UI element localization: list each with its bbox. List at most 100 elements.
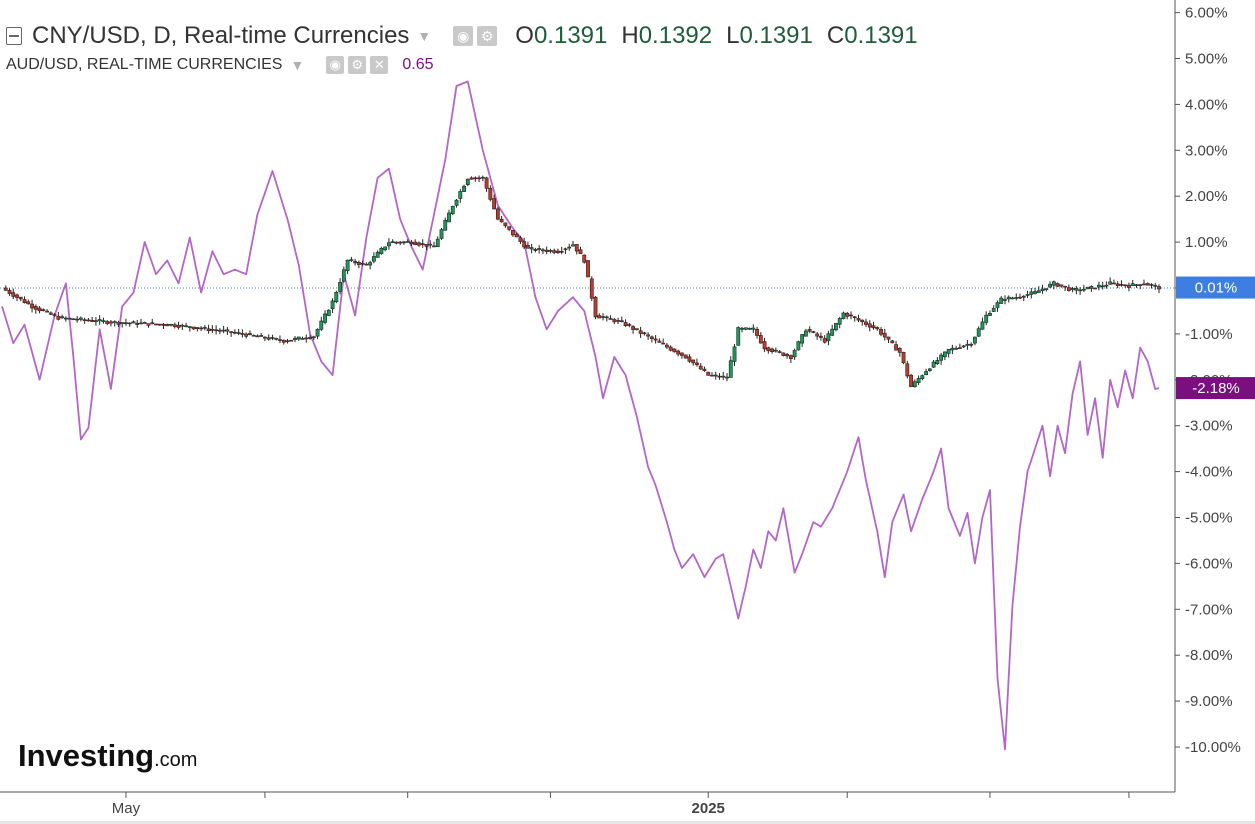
candle [815, 332, 820, 340]
candle [1096, 281, 1101, 291]
logo-main-text: Investing [18, 738, 155, 773]
candle [326, 309, 331, 317]
candle [330, 298, 335, 314]
candle-body [398, 241, 403, 244]
candle-body [578, 249, 583, 255]
y-tick-label: -9.00% [1185, 693, 1233, 710]
candle-body [349, 259, 354, 261]
candle [154, 323, 158, 326]
candle [1014, 293, 1019, 301]
candle-body [721, 375, 726, 378]
candle-body [1070, 288, 1075, 290]
candle-body [627, 324, 632, 326]
collapse-icon[interactable] [6, 27, 22, 45]
y-tick-label: 5.00% [1185, 51, 1228, 68]
candle-body [608, 318, 613, 320]
candle-body [465, 178, 470, 186]
candle [548, 248, 553, 254]
candle [1033, 287, 1037, 295]
open-value: 0.1391 [533, 22, 608, 49]
candle-body [379, 248, 384, 254]
candle-body [1051, 281, 1056, 286]
candle-body [698, 365, 703, 370]
chevron-down-icon[interactable]: ▼ [417, 28, 432, 44]
candle [608, 315, 613, 320]
candle-body [713, 374, 718, 377]
candle [435, 236, 440, 247]
candle-body [770, 348, 774, 352]
candle-body [807, 329, 812, 332]
candle-body [499, 218, 504, 223]
candle [901, 351, 906, 365]
chevron-down-icon[interactable]: ▼ [290, 57, 305, 73]
close-icon[interactable]: ✕ [370, 56, 389, 74]
candle-body [563, 248, 568, 251]
candle [1085, 286, 1090, 290]
main-series-title[interactable]: CNY/USD, D, Real-time Currencies [32, 22, 410, 49]
candle [995, 300, 1000, 312]
candle [698, 363, 703, 370]
candle-body [661, 342, 666, 345]
y-tick-label: -8.00% [1185, 647, 1233, 664]
candle [529, 243, 534, 254]
candle [383, 246, 388, 252]
candle [56, 311, 61, 321]
candle-body [375, 251, 380, 258]
candle-body [841, 312, 846, 320]
y-tick-label: -7.00% [1185, 601, 1233, 618]
candle [1100, 281, 1105, 290]
candle [349, 256, 354, 262]
close-value: 0.1391 [844, 22, 918, 49]
candle-body [529, 247, 534, 250]
candle [465, 178, 470, 187]
candle [920, 374, 925, 381]
eye-icon[interactable]: ◉ [453, 26, 474, 46]
candle-body [402, 241, 406, 244]
candle-body [409, 241, 414, 245]
gear-icon[interactable]: ⚙ [477, 26, 498, 46]
candle-body [687, 356, 692, 362]
candle-body [552, 250, 557, 253]
candle-body [882, 332, 887, 338]
candle [961, 345, 966, 349]
candle-body [1093, 287, 1098, 290]
candle [1123, 284, 1128, 288]
candle [533, 247, 538, 253]
candle [819, 332, 823, 341]
candle-body [1134, 284, 1139, 286]
candle-body [788, 355, 793, 359]
candle-body [695, 362, 699, 366]
candle-body [1138, 284, 1143, 286]
candle-body [954, 347, 959, 350]
candle [492, 194, 497, 210]
candle-body [244, 333, 249, 337]
candle-body [217, 329, 222, 332]
candle [1006, 295, 1011, 303]
compare-series-title[interactable]: AUD/USD, REAL-TIME CURRENCIES [6, 56, 283, 73]
candle-body [116, 322, 121, 325]
eye-icon[interactable]: ◉ [326, 56, 345, 74]
candle [988, 310, 992, 317]
candle [341, 266, 346, 283]
candle-body [206, 328, 211, 332]
candle [747, 327, 752, 330]
candle-body [927, 368, 932, 371]
candle [563, 247, 568, 254]
candle-body [97, 319, 102, 322]
candle [11, 288, 16, 300]
candle-body [187, 326, 192, 328]
candle [75, 315, 80, 323]
candle-body [229, 331, 234, 333]
candle-body [22, 299, 27, 304]
candle [319, 316, 324, 332]
y-tick-label: 3.00% [1185, 142, 1228, 159]
candle-body [593, 296, 598, 318]
candle [278, 335, 282, 344]
candle-body [37, 307, 42, 312]
candle-body [991, 308, 996, 312]
candle-body [135, 322, 140, 325]
candle [755, 326, 759, 339]
gear-icon[interactable]: ⚙ [348, 56, 367, 74]
candle [176, 321, 181, 330]
